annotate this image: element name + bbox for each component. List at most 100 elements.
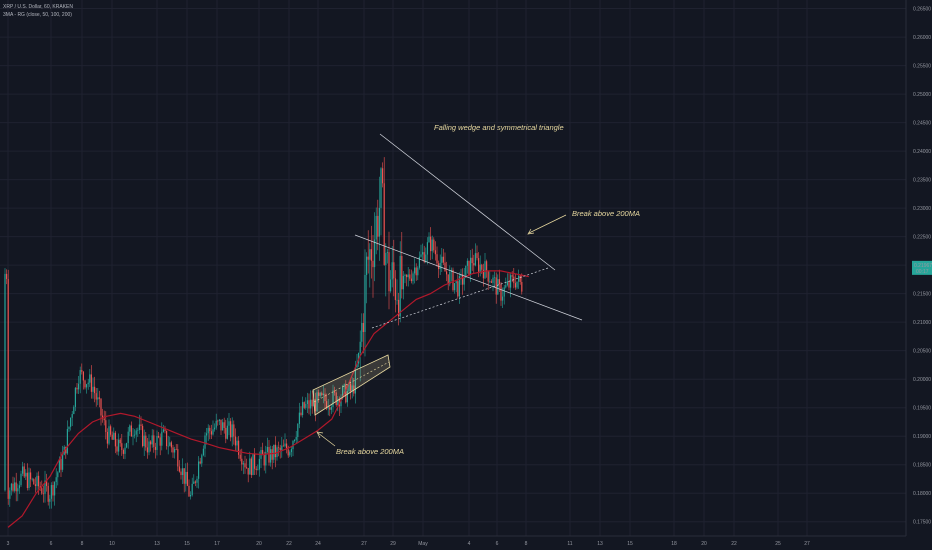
candle-body xyxy=(90,374,92,392)
candle-body xyxy=(218,419,220,421)
candle-body xyxy=(100,398,102,416)
candle-body xyxy=(223,422,225,428)
candle-body xyxy=(214,427,216,430)
candle-body xyxy=(156,435,158,450)
candle-body xyxy=(265,451,267,466)
candle-body xyxy=(394,278,396,301)
candle-body xyxy=(281,445,283,451)
candle-body xyxy=(199,461,201,464)
y-tick-label: 0.23000 xyxy=(913,206,931,212)
candle-body xyxy=(383,183,385,265)
candle-body xyxy=(436,254,438,264)
candle-body xyxy=(287,449,289,456)
candle-body xyxy=(398,299,400,317)
candle-body xyxy=(385,252,387,265)
candle-body xyxy=(367,256,369,260)
candle-body xyxy=(441,256,443,263)
candle-body xyxy=(12,483,14,491)
candle-body xyxy=(364,274,366,332)
candle-body xyxy=(68,426,70,429)
candle-body xyxy=(335,392,337,406)
candle-body xyxy=(430,236,432,252)
x-tick-label: 6 xyxy=(496,541,499,547)
candle-body xyxy=(86,384,88,388)
candle-body xyxy=(249,458,251,475)
candle-body xyxy=(494,277,496,279)
candle-body xyxy=(402,275,404,290)
candle-body xyxy=(308,400,310,409)
candle-body xyxy=(231,424,233,438)
y-tick-label: 0.18500 xyxy=(913,463,931,469)
candle-body xyxy=(226,425,228,439)
x-tick-label: 25 xyxy=(775,541,781,547)
candle-body xyxy=(25,472,27,477)
x-tick-label: 24 xyxy=(315,541,321,547)
candle-body xyxy=(158,435,160,438)
candle-body xyxy=(206,433,208,436)
candle-body xyxy=(353,385,355,394)
candle-body xyxy=(175,449,177,450)
candle-body xyxy=(482,269,484,279)
candle-body xyxy=(382,168,384,184)
candle-body xyxy=(142,425,144,447)
candle-body xyxy=(52,485,54,496)
candle-body xyxy=(305,403,307,408)
candle-body xyxy=(108,426,110,444)
candle-body xyxy=(342,387,344,399)
candle-body xyxy=(28,472,30,488)
candle-body xyxy=(279,447,281,451)
candle-body xyxy=(318,392,320,396)
ma-200-line xyxy=(7,270,529,528)
candle-body xyxy=(271,449,273,460)
candle-body xyxy=(204,435,206,449)
candle-body xyxy=(246,467,248,469)
candle-body xyxy=(497,279,499,295)
candle-body xyxy=(343,384,345,388)
x-tick-label: 6 xyxy=(50,541,53,547)
candle-body xyxy=(284,443,286,447)
candle-body xyxy=(58,459,60,473)
candle-body xyxy=(146,447,148,453)
candle-body xyxy=(138,424,140,431)
candle-body xyxy=(388,252,390,292)
x-tick-label: 8 xyxy=(81,541,84,547)
candle-body xyxy=(220,419,222,431)
candle-body xyxy=(422,252,424,255)
candle-body xyxy=(129,425,131,432)
candle-body xyxy=(428,236,430,243)
candle-body xyxy=(404,274,406,276)
candle-body xyxy=(449,271,451,285)
candle-body xyxy=(324,393,326,402)
candle-body xyxy=(71,414,73,418)
candle-body xyxy=(66,428,68,454)
candle-body xyxy=(390,279,392,292)
candle-body xyxy=(73,406,75,415)
candle-body xyxy=(198,461,200,479)
candle-body xyxy=(177,449,179,467)
candle-body xyxy=(36,475,38,487)
candle-body xyxy=(495,277,497,295)
candle-body xyxy=(425,254,427,262)
support-dashed-line xyxy=(371,267,549,329)
candle-body xyxy=(508,281,510,288)
y-tick-label: 0.23500 xyxy=(913,178,931,184)
candle-body xyxy=(78,383,80,390)
candle-body xyxy=(47,485,49,502)
candle-body xyxy=(396,299,398,301)
candle-body xyxy=(278,447,280,448)
candle-body xyxy=(473,263,475,266)
candle-body xyxy=(236,440,238,446)
x-tick-label: 22 xyxy=(286,541,292,547)
candle-body xyxy=(326,401,328,409)
candle-body xyxy=(194,481,196,483)
candle-body xyxy=(444,262,446,272)
candle-body xyxy=(76,387,78,390)
x-tick-label: 15 xyxy=(627,541,633,547)
candle-body xyxy=(238,440,240,455)
candle-body xyxy=(212,429,214,435)
candle-body xyxy=(375,215,377,240)
candle-body xyxy=(255,468,257,470)
candle-body xyxy=(54,482,56,496)
annotation-break-right: Break above 200MA xyxy=(572,209,640,218)
